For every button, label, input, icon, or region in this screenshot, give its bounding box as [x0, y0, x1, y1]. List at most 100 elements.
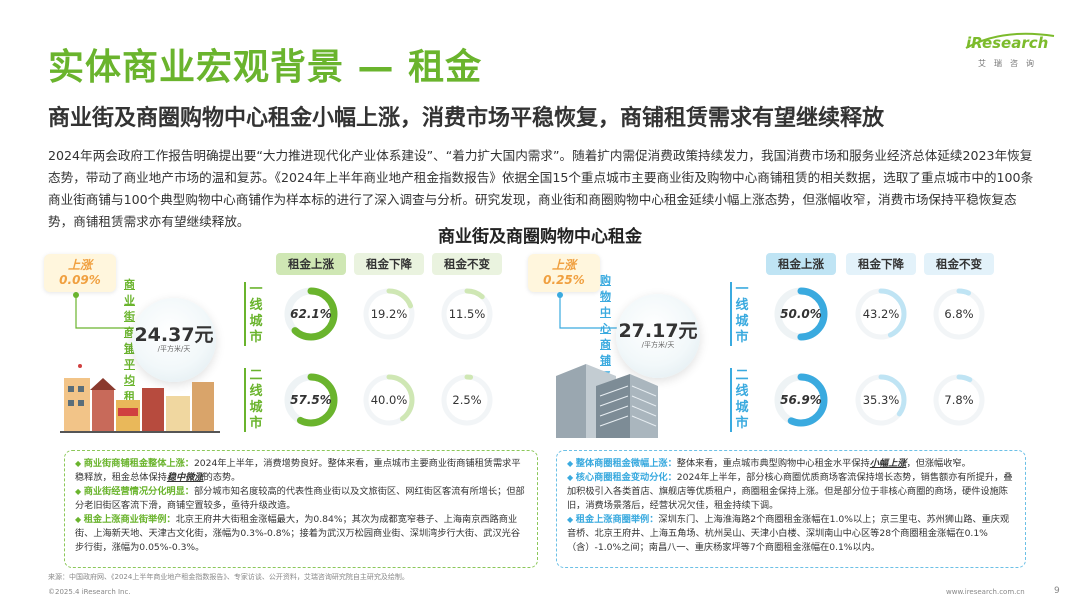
note-text: 2024年上半年，部分核心商圈优质商场客流保持增长态势，销售额亦有所提升，叠加积…	[567, 472, 1013, 511]
right-rise-label: 上涨	[551, 258, 576, 272]
left-col-head-fall: 租金下降	[354, 253, 424, 275]
note-text: 北京王府井大街租金涨幅最大，为0.84%；其次为成都宽窄巷子、上海南京西路商业街…	[75, 514, 521, 553]
left-rise-box: 上涨 0.09%	[44, 254, 116, 292]
left-notes-box: ◆ 商业街商铺租金整体上涨：2024年上半年，消费增势良好。整体来看，重点城市主…	[64, 450, 538, 568]
left-tier1-label: 一线城市	[244, 282, 264, 346]
left-avg-rent-value: 24.37元	[134, 324, 214, 346]
left-tier1-ring-flat: 11.5%	[439, 286, 495, 342]
right-rise-value: 0.25%	[543, 273, 585, 287]
iresearch-logo	[965, 32, 1055, 49]
right-tier1-ring-fall: 43.2%	[853, 286, 909, 342]
footer-copyright: ©2025.4 iResearch Inc.	[48, 588, 131, 596]
right-connector-line	[557, 292, 624, 329]
right-tier2-ring-rise: 56.9%	[773, 372, 829, 428]
left-col-head-rise: 租金上涨	[276, 253, 346, 275]
page-title: 实体商业宏观背景 — 租金	[48, 47, 483, 88]
ring-value: 19.2%	[370, 307, 408, 321]
ring-arc	[933, 288, 985, 340]
right-notes-box: ◆ 整体商圈租金微幅上涨：整体来看，重点城市典型购物中心租金水平保持小幅上涨，但…	[556, 450, 1026, 568]
right-tier1-label: 一线城市	[730, 282, 750, 346]
note-text: 部分城市知名度较高的代表性商业街以及文旅街区、网红街区客流有所增长；但部分老旧街…	[75, 486, 525, 511]
note-key: 整体商圈租金微幅上涨：	[575, 458, 677, 469]
note-tail: ，但涨幅收窄。	[906, 458, 971, 469]
left-tier2-ring-fall: 40.0%	[361, 372, 417, 428]
right-avg-rent-circle: 27.17元 /平方米/天	[616, 294, 700, 378]
note-tail: 的态势。	[203, 472, 241, 483]
note-key: 商业街商铺租金整体上涨：	[83, 458, 194, 469]
left-tier1-ring-rise: 62.1%	[283, 286, 339, 342]
chart-title: 商业街及商圈购物中心租金	[438, 227, 642, 247]
footer-page-number: 9	[1054, 586, 1060, 596]
note-key: 商业街经营情况分化明显：	[83, 486, 194, 497]
ring-arc	[933, 374, 985, 426]
left-tier2-ring-rise: 57.5%	[283, 372, 339, 428]
note-key: 租金上涨商圈举例：	[575, 514, 659, 525]
ring-arc	[855, 288, 907, 340]
ring-value: 56.9%	[780, 393, 822, 407]
ring-value: 35.3%	[862, 393, 900, 407]
left-connector-line	[73, 292, 140, 329]
note-item: ◆ 核心商圈租金变动分化：2024年上半年，部分核心商圈优质商场客流保持增长态势…	[567, 471, 1017, 513]
note-text: 深圳东门、上海淮海路2个商圈租金涨幅在1.0%以上；京三里屯、苏州狮山路、重庆观…	[567, 514, 1010, 553]
right-col-head-fall: 租金下降	[846, 253, 916, 275]
bullet-icon: ◆	[75, 459, 84, 468]
right-tier1-ring-rise: 50.0%	[773, 286, 829, 342]
left-tier2-ring-flat: 2.5%	[439, 372, 495, 428]
note-emphasis: 稳中微涨	[166, 472, 204, 483]
right-col-head-rise: 租金上涨	[766, 253, 836, 275]
ring-arc	[363, 374, 415, 426]
note-text: 整体来看，重点城市典型购物中心租金水平保持	[676, 458, 870, 469]
right-tier2-ring-fall: 35.3%	[853, 372, 909, 428]
ring-svg	[855, 288, 907, 340]
note-item: ◆ 租金上涨商业街举例：北京王府井大街租金涨幅最大，为0.84%；其次为成都宽窄…	[75, 513, 529, 555]
ring-svg	[441, 288, 493, 340]
ring-arc	[284, 287, 338, 341]
right-rise-box: 上涨 0.25%	[528, 254, 600, 292]
note-key: 核心商圈租金变动分化：	[575, 472, 677, 483]
ring-value: 62.1%	[290, 307, 332, 321]
page-subtitle: 商业街及商圈购物中心租金小幅上涨，消费市场平稳恢复，商铺租赁需求有望继续释放	[48, 106, 885, 131]
note-text: 2024年上半年，消费增势良好。整体来看，重点城市主要商业街商铺租赁需求平稳释放…	[75, 458, 521, 483]
ring-value: 2.5%	[452, 393, 482, 407]
left-avg-rent-circle: 24.37元 /平方米/天	[132, 298, 216, 382]
footer-site: www.iresearch.com.cn	[946, 588, 1025, 596]
left-tier1-ring-fall: 19.2%	[361, 286, 417, 342]
logo-main-text: iResearch	[966, 34, 1049, 52]
ring-svg	[284, 287, 338, 341]
left-rise-value: 0.09%	[59, 273, 101, 287]
right-tier2-ring-flat: 7.8%	[931, 372, 987, 428]
note-emphasis: 小幅上涨	[869, 458, 907, 469]
ring-arc	[363, 288, 415, 340]
ring-svg	[933, 288, 985, 340]
ring-value: 7.8%	[944, 393, 974, 407]
ring-arc	[441, 288, 493, 340]
left-avg-rent-unit: /平方米/天	[157, 345, 191, 353]
ring-svg	[774, 287, 828, 341]
ring-arc	[441, 374, 493, 426]
ring-value: 6.8%	[944, 307, 974, 321]
ring-svg	[855, 374, 907, 426]
ring-svg	[363, 288, 415, 340]
ring-value: 57.5%	[290, 393, 332, 407]
ring-value: 11.5%	[448, 307, 486, 321]
intro-paragraph: 2024年两会政府工作报告明确提出要“大力推进现代化产业体系建设”、“着力扩大国…	[48, 148, 1034, 229]
ring-svg	[363, 374, 415, 426]
note-item: ◆ 租金上涨商圈举例：深圳东门、上海淮海路2个商圈租金涨幅在1.0%以上；京三里…	[567, 513, 1017, 555]
right-avg-rent-value: 27.17元	[618, 320, 698, 342]
bullet-icon: ◆	[567, 515, 576, 524]
ring-arc	[774, 287, 828, 341]
bullet-icon: ◆	[75, 515, 84, 524]
ring-arc	[284, 373, 338, 427]
note-key: 租金上涨商业街举例：	[83, 514, 176, 525]
right-tier1-ring-flat: 6.8%	[931, 286, 987, 342]
bullet-icon: ◆	[567, 473, 576, 482]
ring-value: 40.0%	[370, 393, 408, 407]
note-item: ◆ 商业街商铺租金整体上涨：2024年上半年，消费增势良好。整体来看，重点城市主…	[75, 457, 529, 485]
logo-sub-text: 艾瑞咨询	[978, 59, 1042, 68]
ring-svg	[774, 373, 828, 427]
ring-arc	[774, 373, 828, 427]
bullet-icon: ◆	[75, 487, 84, 496]
ring-svg	[284, 373, 338, 427]
ring-value: 43.2%	[862, 307, 900, 321]
note-item: ◆ 整体商圈租金微幅上涨：整体来看，重点城市典型购物中心租金水平保持小幅上涨，但…	[567, 457, 1017, 471]
